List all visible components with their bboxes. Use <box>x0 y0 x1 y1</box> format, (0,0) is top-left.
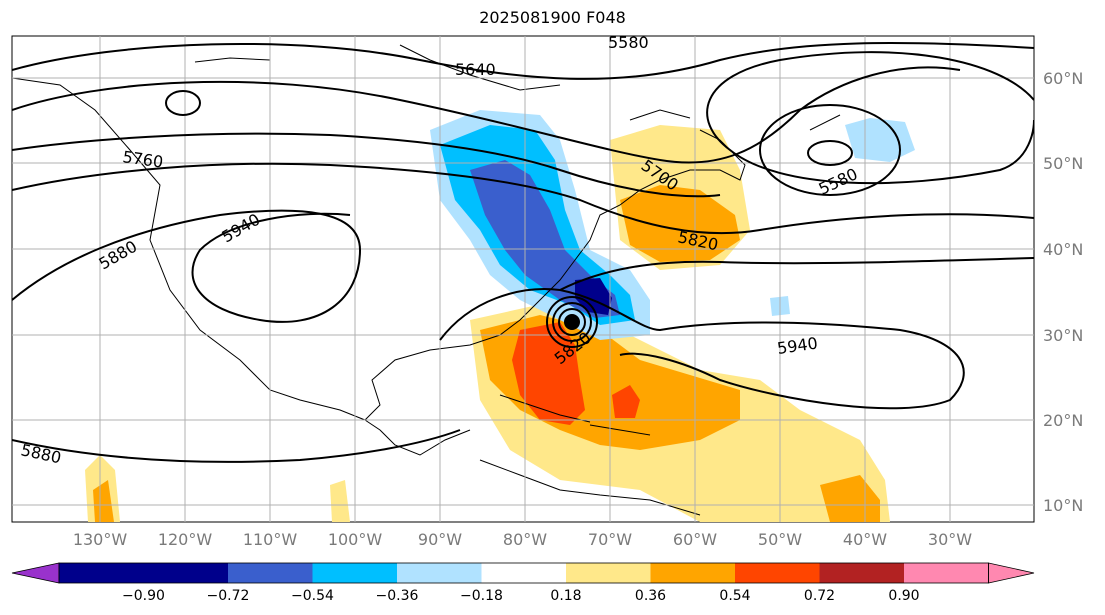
coastlines <box>12 44 841 516</box>
colorbar-segment <box>228 563 313 583</box>
colorbar-segment <box>650 563 735 583</box>
colorbar-segment <box>481 563 566 583</box>
height-contours <box>12 42 1034 463</box>
colorbar-tick: −0.36 <box>376 588 419 604</box>
lon-label: 90°W <box>418 530 462 549</box>
lon-label: 130°W <box>73 530 128 549</box>
colorbar-segment <box>566 563 651 583</box>
colorbar-segment <box>819 563 904 583</box>
lon-label: 50°W <box>758 530 802 549</box>
lat-label: 60°N <box>1043 69 1083 88</box>
longitude-labels: 130°W 120°W 110°W 100°W 90°W 80°W 70°W 6… <box>73 530 972 549</box>
lon-label: 70°W <box>588 530 632 549</box>
lon-label: 120°W <box>158 530 213 549</box>
contour-label: 5580 <box>608 33 649 52</box>
colorbar-segment <box>59 563 144 583</box>
map-title: 2025081900 F048 <box>479 8 626 27</box>
lon-label: 100°W <box>328 530 383 549</box>
lon-label: 60°W <box>673 530 717 549</box>
colorbar-tick: 0.90 <box>888 588 919 604</box>
contour-label: 5640 <box>455 60 496 79</box>
colorbar-segment <box>397 563 482 583</box>
colorbar-segment <box>904 563 989 583</box>
lat-label: 50°N <box>1043 154 1083 173</box>
lon-label: 30°W <box>928 530 972 549</box>
colorbar-tick: −0.72 <box>207 588 250 604</box>
colorbar-segment <box>312 563 397 583</box>
colorbar-segment <box>143 563 228 583</box>
lat-label: 10°N <box>1043 496 1083 515</box>
graticule <box>12 36 1034 522</box>
latitude-labels: 60°N 50°N 40°N 30°N 20°N 10°N <box>1043 69 1083 515</box>
colorbar-tick: −0.54 <box>291 588 334 604</box>
colorbar-extend-low <box>11 562 60 584</box>
cyclone-center <box>546 296 598 348</box>
colorbar-tick: 0.36 <box>635 588 666 604</box>
colorbar-tick: −0.18 <box>460 588 503 604</box>
colorbar-tick: −0.90 <box>122 588 165 604</box>
colorbar: −0.90 −0.72 −0.54 −0.36 −0.18 0.18 0.36 … <box>11 562 1035 604</box>
lon-label: 40°W <box>843 530 887 549</box>
lon-label: 110°W <box>243 530 298 549</box>
colorbar-extend-high <box>988 562 1035 584</box>
lon-label: 80°W <box>503 530 547 549</box>
lat-label: 20°N <box>1043 411 1083 430</box>
lat-label: 30°N <box>1043 326 1083 345</box>
colorbar-tick: 0.72 <box>804 588 835 604</box>
colorbar-tick: 0.18 <box>550 588 581 604</box>
colorbar-tick: 0.54 <box>719 588 750 604</box>
lat-label: 40°N <box>1043 240 1083 259</box>
colorbar-segment <box>735 563 820 583</box>
